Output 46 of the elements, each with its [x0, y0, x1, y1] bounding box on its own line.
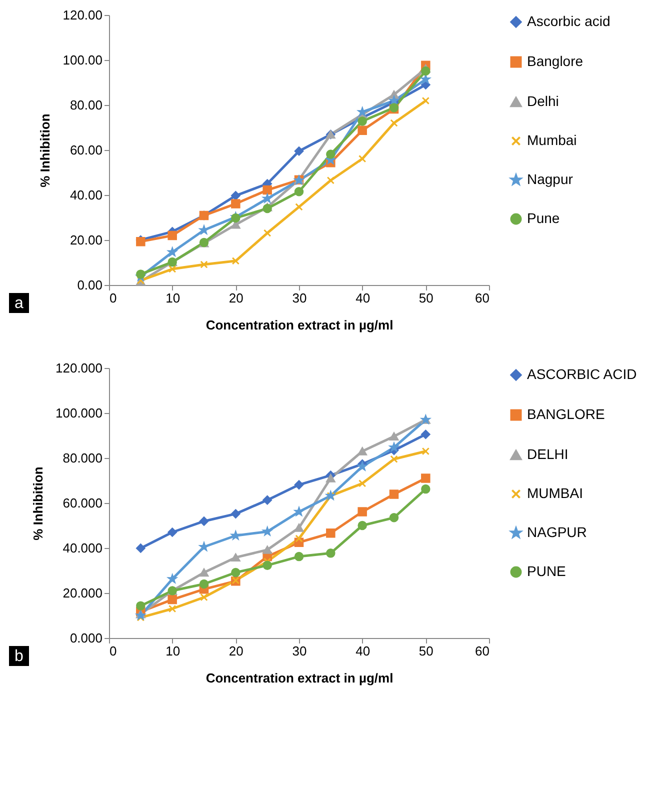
x-tick-label: 60 — [475, 290, 490, 306]
y-tick-label: 60.00 — [70, 142, 102, 158]
legend-label: BANGLORE — [527, 406, 605, 422]
y-tick-label: 0.000 — [70, 630, 102, 646]
y-tick-label: 40.00 — [70, 188, 102, 202]
legend-label: MUMBAI — [527, 485, 583, 501]
y-axis-title: % Inhibition — [30, 466, 46, 540]
legend-label: PUNE — [527, 563, 566, 579]
legend-label: NAGPUR — [527, 524, 587, 540]
y-tick-label: 40.000 — [62, 540, 102, 556]
legend-label: ASCORBIC ACID — [527, 366, 637, 382]
y-tick-label: 120.000 — [56, 360, 102, 376]
y-tick-label: 120.00 — [62, 8, 102, 22]
x-tick-label: 40 — [356, 290, 370, 306]
x-tick-label: 50 — [418, 290, 434, 306]
text: b — [14, 648, 24, 665]
text: a — [14, 295, 24, 312]
y-tick-label: 80.000 — [62, 450, 102, 466]
x-tick-label: 20 — [228, 290, 244, 306]
legend-label: DELHI — [527, 446, 568, 462]
x-tick-label: 60 — [475, 644, 490, 658]
x-tick-label: 10 — [166, 290, 180, 306]
x-tick-label: 40 — [356, 644, 370, 658]
x-tick-label: 50 — [418, 644, 434, 658]
y-axis-title: % Inhibition — [38, 114, 53, 188]
y-tick-label: 60.000 — [62, 496, 102, 510]
legend-label: Ascorbic acid — [527, 13, 610, 29]
x-tick-label: 30 — [292, 644, 307, 658]
legend-label: Nagpur — [527, 171, 574, 187]
legend-label: Delhi — [527, 93, 559, 109]
legend-label: Mumbai — [527, 132, 577, 148]
x-tick-label: 20 — [228, 644, 244, 658]
x-tick-label: 10 — [166, 644, 180, 658]
y-tick-label: 20.000 — [62, 586, 102, 600]
y-tick-label: 0.00 — [77, 278, 102, 292]
x-tick-label: 30 — [292, 290, 307, 306]
x-axis-title: Concentration extract in µg/ml — [206, 670, 394, 686]
x-tick-label: 0 — [110, 290, 117, 306]
y-tick-label: 100.000 — [56, 406, 102, 420]
legend-label: Banglore — [527, 53, 584, 69]
y-tick-label: 20.00 — [70, 232, 102, 248]
x-axis-title: Concentration extract in µg/ml — [206, 318, 394, 332]
legend-label: Pune — [527, 210, 560, 226]
x-tick-label: 0 — [110, 644, 117, 658]
y-tick-label: 80.00 — [70, 98, 102, 112]
y-tick-label: 100.00 — [62, 52, 102, 68]
